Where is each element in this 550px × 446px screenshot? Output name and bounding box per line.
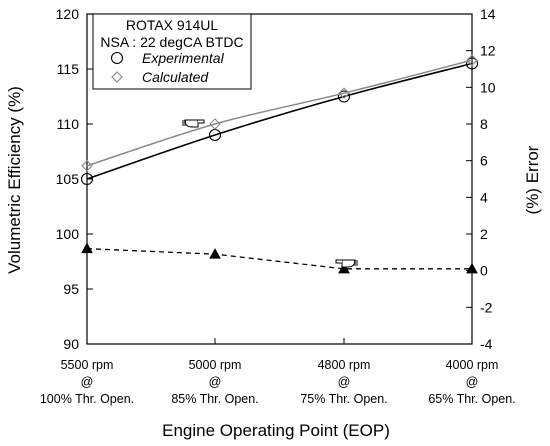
x-axis: 5500 rpm @100% Thr. Open. 5000 rpm @85% Thr… <box>40 338 516 406</box>
series-calculated-line <box>86 59 473 167</box>
right-y-tick-label: 0 <box>480 263 488 279</box>
legend-experimental-label: Experimental <box>142 50 225 66</box>
left-y-tick-label: 95 <box>63 281 79 297</box>
right-y-tick-label: 2 <box>480 226 488 242</box>
legend-calculated-label: Calculated <box>142 69 209 85</box>
legend-diamond-icon <box>111 71 123 83</box>
left-y-tick-label: 120 <box>56 6 80 22</box>
x-tick-label-throttle: 85% Thr. Open. <box>171 392 258 406</box>
series-layer <box>80 54 479 274</box>
right-y-tick-label: -4 <box>480 336 493 352</box>
series-calculated-point <box>81 160 93 172</box>
series-error-point <box>81 242 93 254</box>
series-experimental <box>80 57 479 186</box>
series-calculated <box>81 54 478 172</box>
legend-title-line2: NSA : 22 degCA BTDC <box>100 34 243 50</box>
pointing-hand-icon <box>335 259 358 268</box>
x-tick-label-at: @ <box>209 375 222 389</box>
series-error-point <box>338 262 350 274</box>
right-y-tick-label: 12 <box>480 43 496 59</box>
x-tick-label-throttle: 100% Thr. Open. <box>40 392 134 406</box>
x-tick-label-throttle: 75% Thr. Open. <box>300 392 387 406</box>
right-y-tick-label: 14 <box>480 6 496 22</box>
series-calculated-point <box>466 54 478 66</box>
series-experimental-point <box>80 172 94 186</box>
right-y-axis-label: (%) Error <box>523 145 542 214</box>
right-y-tick-label: 6 <box>480 153 488 169</box>
pointing-hand-icon <box>182 119 205 128</box>
x-tick-label-at: @ <box>81 375 94 389</box>
right-y-tick-label: -2 <box>480 299 493 315</box>
x-axis-label: Engine Operating Point (EOP) <box>162 421 390 440</box>
series-experimental-point <box>465 57 479 70</box>
legend-circle-icon <box>110 51 124 65</box>
legend-title-line1: ROTAX 914UL <box>126 17 219 33</box>
series-experimental-point <box>337 90 351 103</box>
left-y-axis-label: Volumetric Efficiency (%) <box>5 86 24 274</box>
series-error <box>81 242 478 274</box>
x-tick-label-rpm: 5000 rpm <box>189 358 242 372</box>
series-error-point <box>209 248 221 259</box>
left-y-tick-label: 100 <box>56 226 80 242</box>
right-y-tick-label: 10 <box>480 79 496 95</box>
left-y-tick-label: 105 <box>56 171 80 187</box>
x-tick-label-rpm: 4000 rpm <box>446 358 499 372</box>
right-y-tick-label: 4 <box>480 189 488 205</box>
legend: ROTAX 914UL NSA : 22 degCA BTDC Experime… <box>92 13 252 90</box>
left-y-tick-label: 115 <box>57 61 80 77</box>
left-y-axis: 90 95 100 105 110 115 120 <box>56 6 93 352</box>
series-experimental-line <box>86 62 473 180</box>
series-calculated-point <box>209 118 221 130</box>
x-tick-label-rpm: 4800 rpm <box>318 358 371 372</box>
series-error-line <box>86 248 472 270</box>
left-y-tick-label: 90 <box>63 336 79 352</box>
legend-box <box>92 13 252 90</box>
x-tick-label-rpm: 5500 rpm <box>61 358 114 372</box>
series-calculated-point <box>338 87 350 99</box>
x-tick-label-throttle: 65% Thr. Open. <box>428 392 515 406</box>
x-tick-label-at: @ <box>466 375 479 389</box>
x-tick-label-at: @ <box>338 375 351 389</box>
right-y-axis: -4 -2 0 2 4 6 8 10 12 14 <box>466 6 496 352</box>
left-y-tick-label: 110 <box>57 116 80 132</box>
series-error-point <box>466 262 478 274</box>
right-y-tick-label: 8 <box>480 116 488 132</box>
